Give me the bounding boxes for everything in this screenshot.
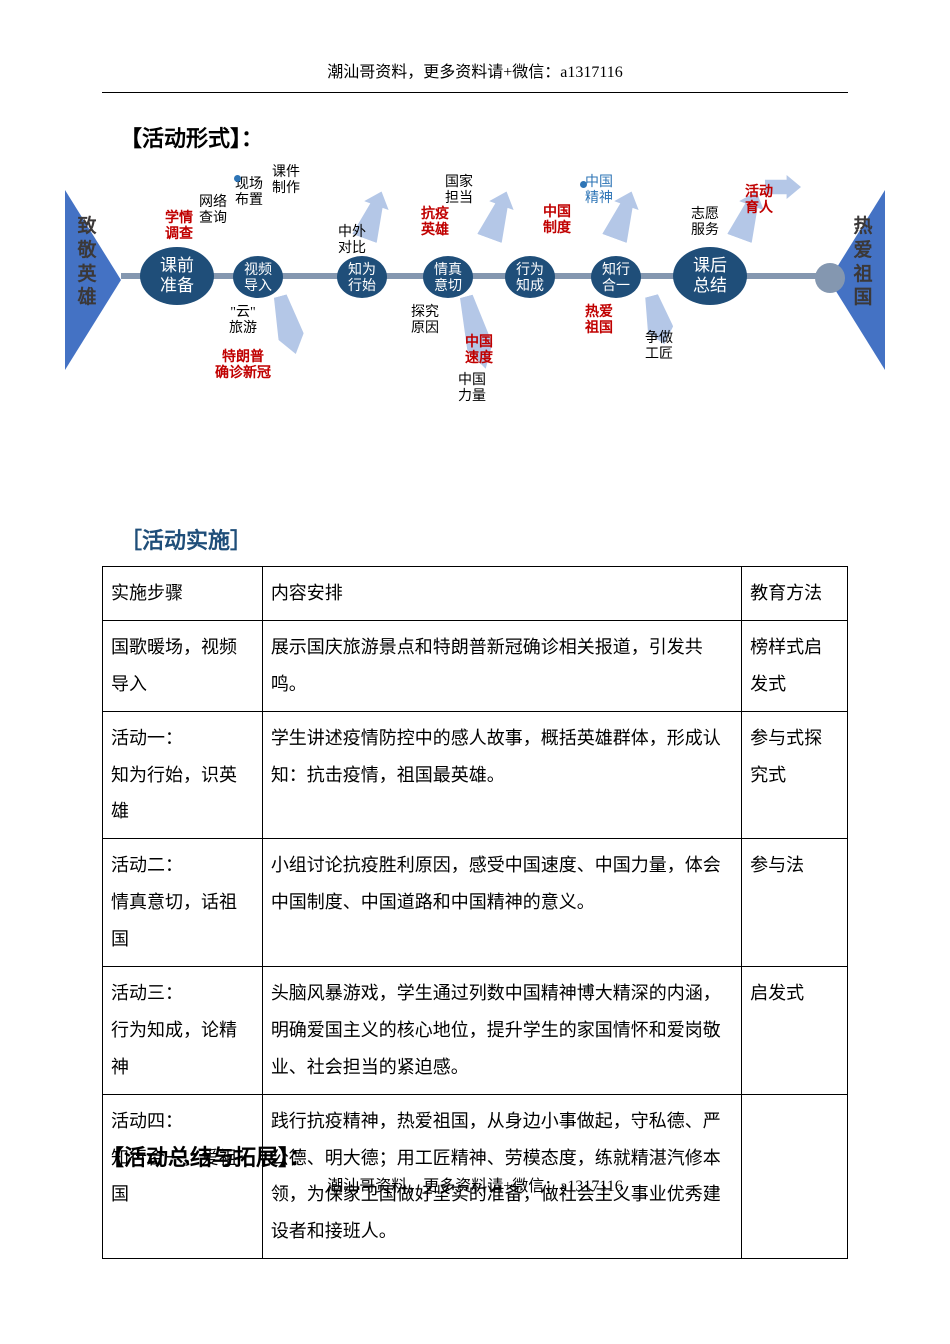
annotation: 学情 调查 bbox=[165, 211, 193, 243]
annotation: 热爱 祖国 bbox=[585, 305, 613, 337]
annotation: 特朗普 确诊新冠 bbox=[215, 350, 271, 382]
header-divider bbox=[102, 92, 848, 93]
cell-step: 活动三： 行为知成，论精神 bbox=[103, 967, 263, 1095]
annotation: 中外 对比 bbox=[338, 225, 366, 257]
col-header-method: 教育方法 bbox=[742, 567, 848, 621]
annotation: 课件 制作 bbox=[272, 165, 300, 197]
triangle-right-label: 热爱祖国 bbox=[852, 215, 874, 310]
down-arrow bbox=[268, 293, 309, 358]
cell-method: 榜样式启发式 bbox=[742, 620, 848, 711]
table-row: 活动二： 情真意切，话祖国小组讨论抗疫胜利原因，感受中国速度、中国力量，体会中国… bbox=[103, 839, 848, 967]
annotation: 抗疫 英雄 bbox=[421, 207, 449, 239]
annotation: 志愿 服务 bbox=[691, 207, 719, 239]
annotation: 中国 精神 bbox=[585, 175, 613, 207]
annotation: 争做 工匠 bbox=[645, 331, 673, 363]
annotation: 中国 力量 bbox=[458, 373, 486, 405]
small-node: 视频 导入 bbox=[233, 256, 283, 298]
small-node: 情真 意切 bbox=[423, 256, 473, 298]
dot-marker bbox=[580, 181, 587, 188]
annotation: 中国 速度 bbox=[465, 335, 493, 367]
heading-activity-form: 【活动形式】： bbox=[120, 121, 263, 153]
big-node: 课后 总结 bbox=[673, 247, 747, 305]
cell-content: 展示国庆旅游景点和特朗普新冠确诊相关报道，引发共鸣。 bbox=[262, 620, 741, 711]
cell-step: 活动二： 情真意切，话祖国 bbox=[103, 839, 263, 967]
annotation: 中国 制度 bbox=[543, 205, 571, 237]
big-node: 课前 准备 bbox=[140, 247, 214, 305]
cell-step: 国歌暖场，视频导入 bbox=[103, 620, 263, 711]
right-circle bbox=[815, 263, 845, 293]
table-header-row: 实施步骤 内容安排 教育方法 bbox=[103, 567, 848, 621]
triangle-left-label: 致敬英雄 bbox=[76, 215, 98, 310]
cell-method: 参与法 bbox=[742, 839, 848, 967]
annotation: 国家 担当 bbox=[445, 175, 473, 207]
col-header-step: 实施步骤 bbox=[103, 567, 263, 621]
table-row: 国歌暖场，视频导入展示国庆旅游景点和特朗普新冠确诊相关报道，引发共鸣。榜样式启发… bbox=[103, 620, 848, 711]
up-arrow bbox=[477, 187, 519, 243]
heading-summary: 【活动总结与拓展】： bbox=[102, 1140, 311, 1172]
annotation: 网络 查询 bbox=[199, 195, 227, 227]
cell-method: 启发式 bbox=[742, 967, 848, 1095]
annotation: 现场 布置 bbox=[235, 177, 263, 209]
cell-content: 学生讲述疫情防控中的感人故事，概括英雄群体，形成认知：抗击疫情，祖国最英雄。 bbox=[262, 711, 741, 839]
dot-marker bbox=[234, 175, 241, 182]
cell-step: 活动一： 知为行始，识英雄 bbox=[103, 711, 263, 839]
table-row: 活动三： 行为知成，论精神头脑风暴游戏，学生通过列数中国精神博大精深的内涵，明确… bbox=[103, 967, 848, 1095]
heading-activity-impl: ［活动实施］ bbox=[120, 523, 252, 555]
col-header-content: 内容安排 bbox=[262, 567, 741, 621]
cell-content: 小组讨论抗疫胜利原因，感受中国速度、中国力量，体会中国制度、中国道路和中国精神的… bbox=[262, 839, 741, 967]
small-node: 知为 行始 bbox=[337, 256, 387, 298]
annotation: 探究 原因 bbox=[411, 305, 439, 337]
fishbone-diagram: 致敬英雄 热爱祖国 课前 准备 课后 总结 视频 导入 知为 行始情真 意切行为 知成… bbox=[65, 155, 885, 415]
page-footer: 潮汕哥资料，更多资料请+微信：a1317116 bbox=[0, 1172, 950, 1196]
cell-method: 参与式探究式 bbox=[742, 711, 848, 839]
table-row: 活动一： 知为行始，识英雄学生讲述疫情防控中的感人故事，概括英雄群体，形成认知：… bbox=[103, 711, 848, 839]
cell-content: 头脑风暴游戏，学生通过列数中国精神博大精深的内涵，明确爱国主义的核心地位，提升学… bbox=[262, 967, 741, 1095]
annotation: "云" 旅游 bbox=[229, 305, 257, 337]
page-header: 潮汕哥资料，更多资料请+微信：a1317116 bbox=[0, 58, 950, 82]
small-node: 知行 合一 bbox=[591, 256, 641, 298]
small-node: 行为 知成 bbox=[505, 256, 555, 298]
annotation: 活动 育人 bbox=[745, 185, 773, 217]
